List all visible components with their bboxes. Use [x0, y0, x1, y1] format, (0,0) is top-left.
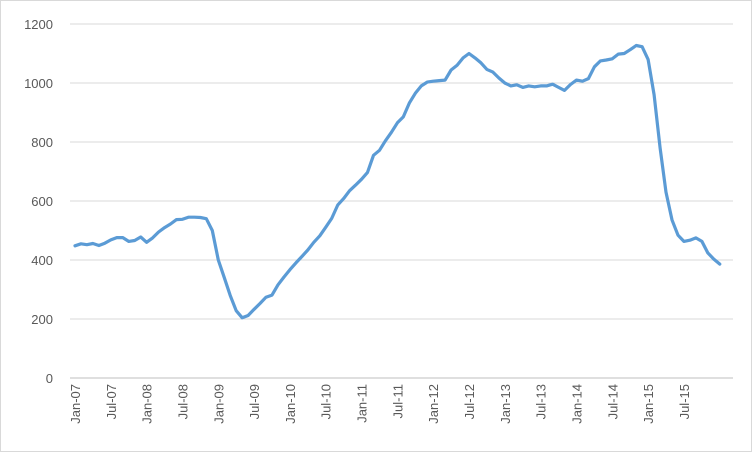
x-tick-label: Jul-15 — [677, 384, 692, 419]
x-tick-label: Jul-13 — [534, 384, 549, 419]
x-tick-label: Jan-10 — [283, 384, 298, 424]
y-tick-label: 400 — [31, 253, 53, 268]
x-tick-label: Jan-14 — [569, 384, 584, 424]
x-tick-label: Jul-11 — [390, 384, 405, 418]
x-tick-label: Jul-14 — [605, 384, 620, 419]
x-tick-label: Jan-15 — [641, 384, 656, 424]
y-tick-label: 1000 — [24, 76, 53, 91]
x-tick-label: Jan-07 — [68, 384, 83, 424]
x-axis-labels: Jan-07 Jul-07 Jan-08 Jul-08 Jan-09 Jul-09 Jan-… — [68, 384, 692, 424]
x-tick-label: Jul-12 — [462, 384, 477, 419]
x-tick-label: Jul-07 — [104, 384, 119, 419]
x-tick-label: Jul-10 — [319, 384, 334, 419]
x-tick-label: Jan-12 — [426, 384, 441, 424]
series-layer — [73, 43, 722, 320]
y-tick-label: 0 — [46, 371, 53, 386]
y-tick-label: 800 — [31, 135, 53, 150]
x-tick-label: Jan-11 — [355, 384, 370, 423]
x-tick-label: Jul-08 — [175, 384, 190, 419]
x-tick-label: Jan-08 — [140, 384, 155, 424]
y-tick-label: 600 — [31, 194, 53, 209]
x-tick-label: Jan-09 — [211, 384, 226, 424]
x-tick-label: Jan-13 — [498, 384, 513, 424]
series-line — [73, 43, 722, 320]
y-axis-labels: 0 200 400 600 800 1000 1200 — [24, 17, 53, 386]
y-tick-label: 200 — [31, 312, 53, 327]
x-tick-label: Jul-09 — [247, 384, 262, 419]
gridlines — [70, 23, 733, 320]
y-tick-label: 1200 — [24, 17, 53, 32]
